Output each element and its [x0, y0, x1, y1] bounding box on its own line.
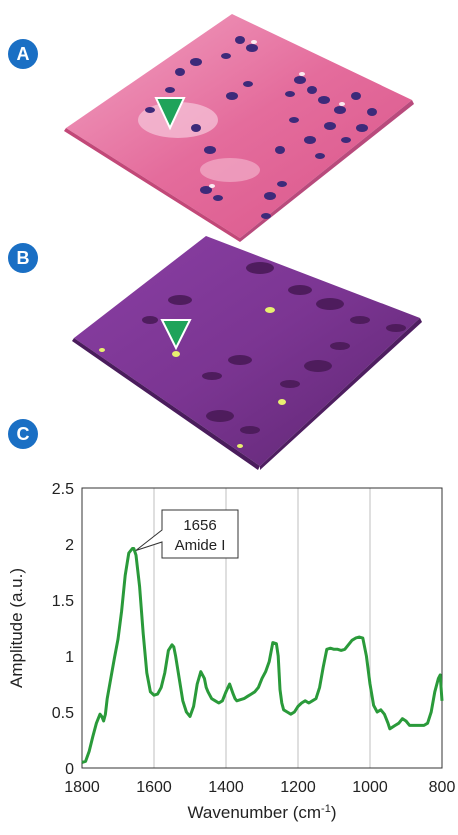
spectrum-chart: 0 0.5 1 1.5 2 2.5 1800 1600 1400 1200 1000 800 Amp…: [7, 481, 455, 822]
x-axis-label-sup: -1: [321, 803, 331, 815]
x-tick-label: 1000: [352, 779, 388, 796]
peak-annotation: 1656 Amide I: [135, 509, 239, 559]
x-tick-label: 1200: [280, 779, 316, 796]
panel-a-badge: A: [8, 39, 38, 69]
x-tick-label: 1400: [208, 779, 244, 796]
x-tick-label: 800: [429, 779, 456, 796]
spectrum-series-line: [81, 547, 444, 764]
triangle-marker-icon: [160, 319, 192, 351]
panel-b-badge: B: [8, 243, 38, 273]
y-tick-label: 0: [65, 761, 74, 778]
y-tick-label: 2.5: [52, 481, 74, 498]
y-axis-label: Amplitude (a.u.): [7, 568, 26, 688]
y-tick-label: 1.5: [52, 593, 74, 610]
tissue-images: [64, 14, 422, 470]
y-tick-label: 1: [65, 649, 74, 666]
x-tick-label: 1600: [136, 779, 172, 796]
ir-chemical-image: [72, 236, 422, 470]
x-tick-label: 1800: [64, 779, 100, 796]
y-ticks: 0 0.5 1 1.5 2 2.5: [52, 481, 74, 778]
panel-c-badge: C: [8, 419, 38, 449]
plot-area: [81, 487, 443, 769]
x-ticks: 1800 1600 1400 1200 1000 800: [64, 779, 455, 796]
y-tick-label: 0.5: [52, 705, 74, 722]
x-axis-label: Wavenumber (cm-1): [188, 803, 337, 822]
annotation-wavenumber: 1656: [183, 517, 216, 534]
x-axis-label-end: ): [331, 803, 337, 822]
x-axis-label-main: Wavenumber (cm: [188, 803, 322, 822]
annotation-callout: [135, 509, 239, 559]
he-stained-tissue-image: [64, 14, 414, 242]
annotation-label: Amide I: [175, 537, 226, 554]
y-tick-label: 2: [65, 537, 74, 554]
triangle-marker-icon: [154, 97, 186, 131]
